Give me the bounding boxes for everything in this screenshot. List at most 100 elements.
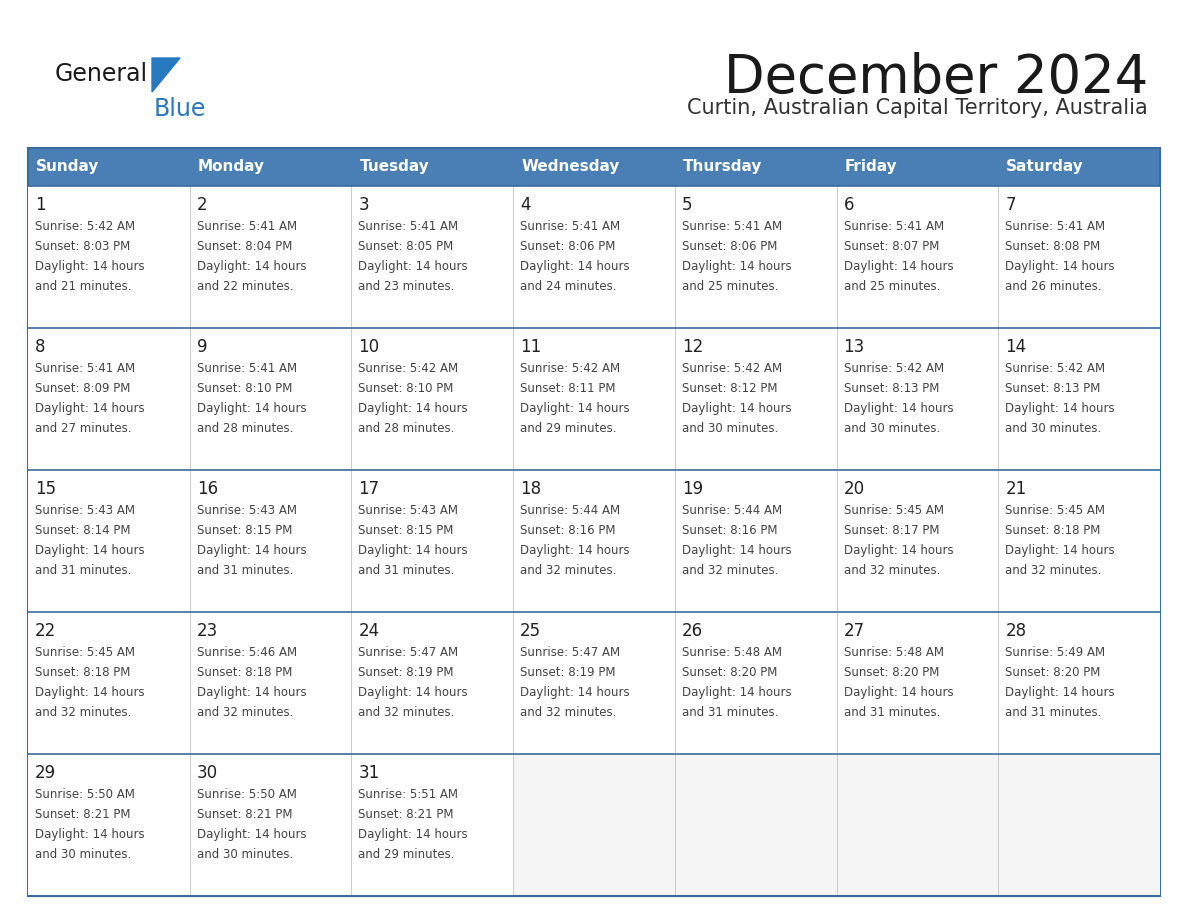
Text: Sunrise: 5:45 AM: Sunrise: 5:45 AM bbox=[1005, 504, 1105, 517]
Bar bbox=[352, 148, 513, 186]
Text: Sunset: 8:18 PM: Sunset: 8:18 PM bbox=[34, 666, 131, 679]
Text: Daylight: 14 hours: Daylight: 14 hours bbox=[197, 828, 307, 841]
Text: Daylight: 14 hours: Daylight: 14 hours bbox=[520, 544, 630, 557]
Text: 26: 26 bbox=[682, 622, 703, 640]
Text: Daylight: 14 hours: Daylight: 14 hours bbox=[843, 402, 953, 415]
Text: Sunrise: 5:45 AM: Sunrise: 5:45 AM bbox=[34, 646, 135, 659]
Text: 20: 20 bbox=[843, 480, 865, 498]
Text: Sunrise: 5:42 AM: Sunrise: 5:42 AM bbox=[1005, 362, 1105, 375]
Text: 18: 18 bbox=[520, 480, 542, 498]
Bar bbox=[352, 612, 513, 754]
Bar bbox=[836, 612, 998, 754]
Text: 30: 30 bbox=[197, 764, 217, 782]
Bar bbox=[29, 612, 190, 754]
Text: Sunset: 8:06 PM: Sunset: 8:06 PM bbox=[682, 240, 777, 253]
Text: Sunset: 8:16 PM: Sunset: 8:16 PM bbox=[682, 524, 777, 537]
Text: Daylight: 14 hours: Daylight: 14 hours bbox=[1005, 544, 1114, 557]
Text: 16: 16 bbox=[197, 480, 217, 498]
Text: and 32 minutes.: and 32 minutes. bbox=[34, 706, 132, 719]
Text: Sunset: 8:15 PM: Sunset: 8:15 PM bbox=[197, 524, 292, 537]
Text: Daylight: 14 hours: Daylight: 14 hours bbox=[843, 260, 953, 273]
Text: Sunset: 8:15 PM: Sunset: 8:15 PM bbox=[359, 524, 454, 537]
Text: 4: 4 bbox=[520, 196, 531, 214]
Text: Sunrise: 5:41 AM: Sunrise: 5:41 AM bbox=[197, 362, 297, 375]
Text: and 21 minutes.: and 21 minutes. bbox=[34, 280, 132, 293]
Text: Sunrise: 5:41 AM: Sunrise: 5:41 AM bbox=[682, 220, 782, 233]
Text: General: General bbox=[55, 62, 148, 86]
Text: Sunset: 8:20 PM: Sunset: 8:20 PM bbox=[843, 666, 939, 679]
Text: Curtin, Australian Capital Territory, Australia: Curtin, Australian Capital Territory, Au… bbox=[687, 98, 1148, 118]
Text: Wednesday: Wednesday bbox=[522, 160, 619, 174]
Bar bbox=[513, 186, 675, 328]
Text: Daylight: 14 hours: Daylight: 14 hours bbox=[520, 402, 630, 415]
Text: 6: 6 bbox=[843, 196, 854, 214]
Text: Sunrise: 5:41 AM: Sunrise: 5:41 AM bbox=[197, 220, 297, 233]
Bar bbox=[190, 328, 352, 470]
Text: 22: 22 bbox=[34, 622, 56, 640]
Bar bbox=[29, 754, 190, 896]
Text: Tuesday: Tuesday bbox=[360, 160, 429, 174]
Bar bbox=[352, 186, 513, 328]
Text: and 32 minutes.: and 32 minutes. bbox=[1005, 564, 1101, 577]
Text: 12: 12 bbox=[682, 338, 703, 356]
Text: 5: 5 bbox=[682, 196, 693, 214]
Text: 21: 21 bbox=[1005, 480, 1026, 498]
Bar bbox=[675, 470, 836, 612]
Bar bbox=[998, 754, 1159, 896]
Text: 19: 19 bbox=[682, 480, 703, 498]
Text: and 30 minutes.: and 30 minutes. bbox=[1005, 422, 1101, 435]
Text: Daylight: 14 hours: Daylight: 14 hours bbox=[843, 686, 953, 699]
Text: Daylight: 14 hours: Daylight: 14 hours bbox=[520, 260, 630, 273]
Text: and 23 minutes.: and 23 minutes. bbox=[359, 280, 455, 293]
Text: 2: 2 bbox=[197, 196, 208, 214]
Text: 25: 25 bbox=[520, 622, 542, 640]
Text: 27: 27 bbox=[843, 622, 865, 640]
Text: Sunrise: 5:47 AM: Sunrise: 5:47 AM bbox=[520, 646, 620, 659]
Text: and 30 minutes.: and 30 minutes. bbox=[34, 848, 131, 861]
Bar bbox=[190, 470, 352, 612]
Text: and 29 minutes.: and 29 minutes. bbox=[359, 848, 455, 861]
Bar bbox=[513, 328, 675, 470]
Text: Sunrise: 5:50 AM: Sunrise: 5:50 AM bbox=[197, 788, 297, 801]
Text: Sunset: 8:13 PM: Sunset: 8:13 PM bbox=[843, 382, 939, 395]
Text: 31: 31 bbox=[359, 764, 380, 782]
Text: Sunrise: 5:41 AM: Sunrise: 5:41 AM bbox=[1005, 220, 1105, 233]
Text: Sunset: 8:18 PM: Sunset: 8:18 PM bbox=[197, 666, 292, 679]
Text: Sunrise: 5:44 AM: Sunrise: 5:44 AM bbox=[682, 504, 782, 517]
Text: Daylight: 14 hours: Daylight: 14 hours bbox=[34, 402, 145, 415]
Text: Sunset: 8:17 PM: Sunset: 8:17 PM bbox=[843, 524, 939, 537]
Bar bbox=[675, 186, 836, 328]
Text: and 24 minutes.: and 24 minutes. bbox=[520, 280, 617, 293]
Text: Daylight: 14 hours: Daylight: 14 hours bbox=[359, 828, 468, 841]
Text: Daylight: 14 hours: Daylight: 14 hours bbox=[682, 402, 791, 415]
Text: and 31 minutes.: and 31 minutes. bbox=[1005, 706, 1101, 719]
Text: Sunrise: 5:42 AM: Sunrise: 5:42 AM bbox=[34, 220, 135, 233]
Text: and 32 minutes.: and 32 minutes. bbox=[682, 564, 778, 577]
Text: Sunset: 8:06 PM: Sunset: 8:06 PM bbox=[520, 240, 615, 253]
Text: Sunset: 8:10 PM: Sunset: 8:10 PM bbox=[359, 382, 454, 395]
Bar bbox=[29, 148, 1159, 896]
Text: 28: 28 bbox=[1005, 622, 1026, 640]
Bar bbox=[998, 470, 1159, 612]
Text: Sunset: 8:19 PM: Sunset: 8:19 PM bbox=[520, 666, 615, 679]
Text: and 29 minutes.: and 29 minutes. bbox=[520, 422, 617, 435]
Text: and 32 minutes.: and 32 minutes. bbox=[359, 706, 455, 719]
Text: Sunrise: 5:42 AM: Sunrise: 5:42 AM bbox=[682, 362, 782, 375]
Text: Daylight: 14 hours: Daylight: 14 hours bbox=[843, 544, 953, 557]
Bar bbox=[998, 148, 1159, 186]
Text: Daylight: 14 hours: Daylight: 14 hours bbox=[197, 402, 307, 415]
Bar bbox=[513, 612, 675, 754]
Bar bbox=[998, 612, 1159, 754]
Text: Daylight: 14 hours: Daylight: 14 hours bbox=[34, 544, 145, 557]
Bar bbox=[29, 470, 190, 612]
Text: and 31 minutes.: and 31 minutes. bbox=[359, 564, 455, 577]
Text: 7: 7 bbox=[1005, 196, 1016, 214]
Bar bbox=[998, 186, 1159, 328]
Text: Daylight: 14 hours: Daylight: 14 hours bbox=[682, 260, 791, 273]
Text: Sunrise: 5:42 AM: Sunrise: 5:42 AM bbox=[359, 362, 459, 375]
Text: Friday: Friday bbox=[845, 160, 897, 174]
Bar bbox=[836, 186, 998, 328]
Text: Sunset: 8:08 PM: Sunset: 8:08 PM bbox=[1005, 240, 1100, 253]
Text: Sunset: 8:11 PM: Sunset: 8:11 PM bbox=[520, 382, 615, 395]
Text: and 25 minutes.: and 25 minutes. bbox=[682, 280, 778, 293]
